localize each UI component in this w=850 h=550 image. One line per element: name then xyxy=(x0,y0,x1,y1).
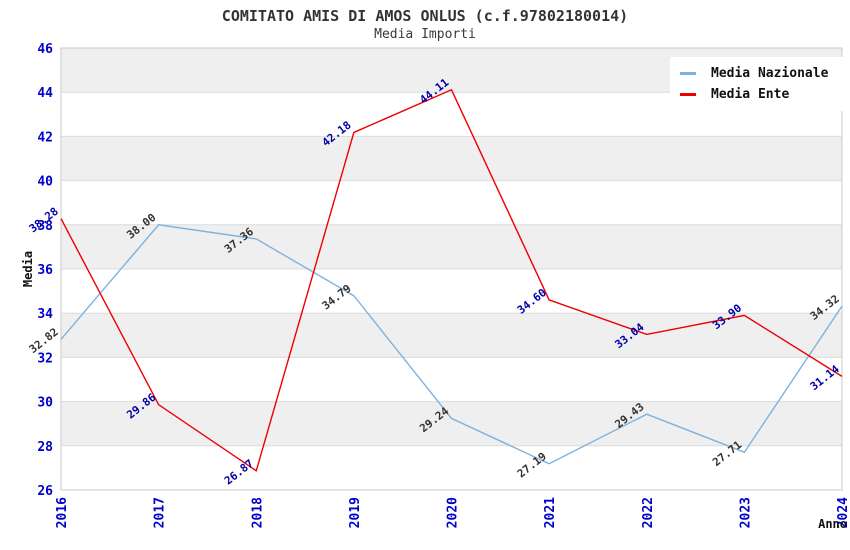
y-tick-label: 38 xyxy=(37,219,53,234)
plot-band xyxy=(61,313,842,358)
y-tick-label: 32 xyxy=(37,351,53,366)
y-tick-label: 30 xyxy=(37,396,53,411)
y-axis-label: Media xyxy=(21,250,35,288)
x-axis-label: Anno xyxy=(818,517,847,531)
plot-border xyxy=(60,47,843,491)
legend: Media Nazionale Media Ente xyxy=(670,57,850,111)
x-tick-label: 2021 xyxy=(543,497,558,528)
y-tick-label: 42 xyxy=(37,130,53,145)
data-label-media-ente: 31.14 xyxy=(808,362,842,393)
plot-band xyxy=(61,136,842,181)
x-tick-label: 2017 xyxy=(153,497,168,528)
legend-label-media-nazionale: Media Nazionale xyxy=(711,66,829,81)
legend-swatch-media-nazionale xyxy=(680,72,696,75)
x-tick-label: 2019 xyxy=(348,497,363,528)
y-tick-label: 46 xyxy=(37,42,53,57)
y-tick-label: 34 xyxy=(37,307,53,322)
x-tick-label: 2024 xyxy=(836,497,850,528)
legend-swatch-media-ente xyxy=(680,93,696,96)
x-tick-label: 2022 xyxy=(641,497,656,528)
x-tick-label: 2023 xyxy=(738,497,753,528)
legend-label-media-ente: Media Ente xyxy=(711,87,790,102)
series-line-media-ente xyxy=(60,88,843,472)
data-label-media-nazionale: 27.19 xyxy=(515,450,549,481)
y-tick-label: 36 xyxy=(37,263,53,278)
x-tick-label: 2020 xyxy=(446,497,461,528)
legend-item-media-ente: Media Ente xyxy=(680,84,850,105)
plot-band xyxy=(61,224,842,269)
y-tick-label: 28 xyxy=(37,440,53,455)
chart-title: COMITATO AMIS DI AMOS ONLUS (c.f.9780218… xyxy=(221,7,629,25)
data-label-media-ente: 34.60 xyxy=(515,286,549,317)
chart-subtitle: Media Importi xyxy=(374,27,476,42)
legend-item-media-nazionale: Media Nazionale xyxy=(680,63,850,84)
y-tick-label: 26 xyxy=(37,484,53,499)
x-tick-label: 2016 xyxy=(55,497,70,528)
plot-band xyxy=(61,401,842,446)
y-tick-label: 44 xyxy=(37,86,53,101)
y-tick-label: 40 xyxy=(37,175,53,190)
series-line-media-nazionale xyxy=(60,224,843,465)
x-tick-label: 2018 xyxy=(250,497,265,528)
data-label-media-ente: 26.87 xyxy=(222,457,256,488)
